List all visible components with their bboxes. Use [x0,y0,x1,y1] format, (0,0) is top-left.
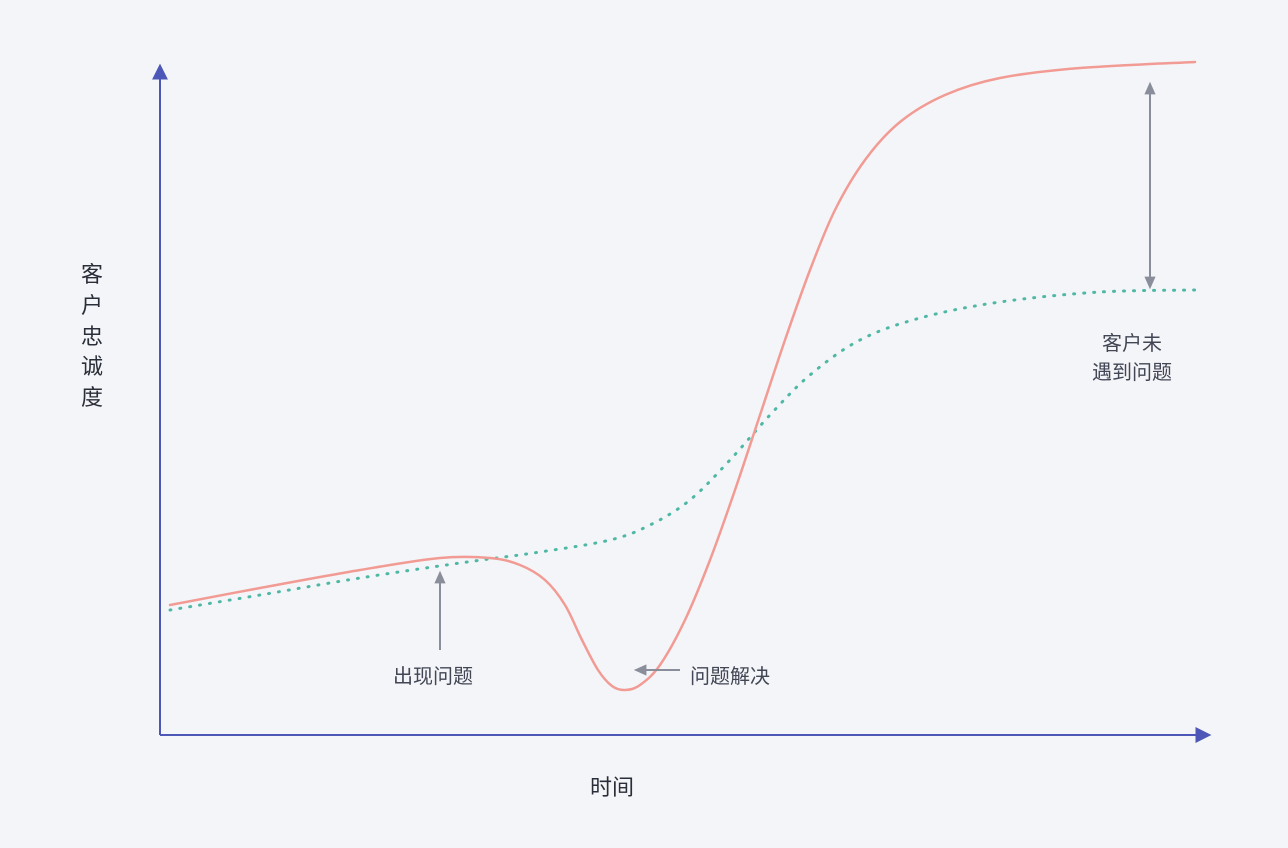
loyalty-chart: 客户忠诚度 时间 出现问题 问题解决 客户未 遇到问题 [0,0,1288,848]
series-with-problem [170,62,1195,690]
annotation-no-problem: 客户未 遇到问题 [1092,330,1172,388]
annotation-no-problem-line2: 遇到问题 [1092,362,1172,384]
chart-svg [0,0,1288,848]
annotation-no-problem-line1: 客户未 [1102,333,1162,355]
x-axis-label: 时间 [590,770,634,802]
y-axis-label: 客户忠诚度 [80,260,104,414]
annotation-problem-resolved: 问题解决 [690,660,770,689]
annotation-problem-arises: 出现问题 [393,660,473,689]
series-no-problem [170,290,1195,610]
